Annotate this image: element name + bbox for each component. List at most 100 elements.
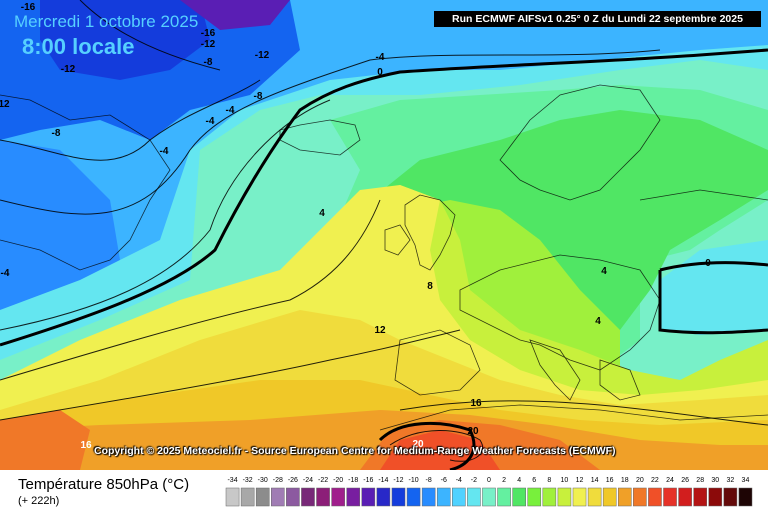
isotherm-label: 16	[80, 440, 92, 451]
legend-swatch	[648, 487, 662, 507]
legend-swatch	[663, 487, 677, 507]
footer: Température 850hPa (°C) (+ 222h) -34 -32-…	[0, 470, 768, 512]
forecast-date: Mercredi 1 octobre 2025	[14, 12, 199, 31]
isotherm-label: -12	[61, 64, 76, 75]
legend-tick-label: -14	[378, 477, 388, 484]
legend-swatch	[316, 487, 330, 507]
legend-swatch	[723, 487, 738, 507]
isotherm-label: -16	[201, 28, 216, 39]
legend-tick-label: 22	[651, 477, 659, 484]
isotherm-label: -4	[1, 268, 10, 279]
isotherm-label: -8	[52, 128, 61, 139]
legend-tick-label: 16	[606, 477, 614, 484]
forecast-time: 8:00 locale	[22, 34, 135, 59]
legend-tick-label: 8	[547, 477, 551, 484]
legend-swatch	[482, 487, 496, 507]
legend-tick-label: -20	[333, 477, 343, 484]
legend-swatch	[240, 487, 255, 507]
coastlines	[0, 84, 768, 431]
isotherm-label: 4	[595, 316, 601, 327]
legend-swatch	[436, 487, 451, 507]
legend-tick-label: -34	[227, 477, 237, 484]
legend-tick-label: -2	[471, 477, 477, 484]
band-very-cold	[40, 0, 210, 80]
legend-tick-label: -16	[363, 477, 373, 484]
legend-tick-label: 0	[487, 477, 491, 484]
isotherm-label: 12	[374, 325, 386, 336]
isotherm-label: -4	[376, 52, 385, 63]
legend-swatch	[617, 487, 632, 507]
legend-swatch	[693, 487, 708, 507]
isotherm-label: 12	[0, 99, 10, 110]
legend-tick-label: -32	[243, 477, 253, 484]
legend-tick-label: -28	[273, 477, 283, 484]
isotherm-label: -4	[160, 146, 169, 157]
legend-swatch	[557, 487, 572, 507]
legend-tick-label: -30	[258, 477, 268, 484]
legend-tick-label: -18	[348, 477, 358, 484]
legend-swatch	[376, 487, 391, 507]
legend-swatch	[421, 487, 436, 507]
legend-tick-label: -24	[303, 477, 313, 484]
isotherm-label: 8	[427, 281, 433, 292]
isotherm-label: 0	[377, 67, 383, 78]
legend-tick-label: 28	[696, 477, 704, 484]
legend-tick-label: 26	[681, 477, 689, 484]
legend-swatch	[225, 487, 240, 507]
legend-tick-label: -22	[318, 477, 328, 484]
legend-tick-label: 18	[621, 477, 629, 484]
legend-swatch	[678, 487, 692, 507]
legend-tick-label: 12	[576, 477, 584, 484]
legend-tick-label: 6	[532, 477, 536, 484]
legend-tick-label: -26	[288, 477, 298, 484]
legend-swatch	[497, 487, 511, 507]
model-run-info: Run ECMWF AIFSv1 0.25° 0 Z du Lundi 22 s…	[434, 11, 761, 27]
legend-swatch	[391, 487, 406, 507]
legend-swatch	[346, 487, 361, 507]
legend-swatch	[572, 487, 587, 507]
legend-swatch	[255, 487, 270, 507]
isotherm-label: -4	[206, 116, 215, 127]
legend-tick-label: 20	[636, 477, 644, 484]
isotherm-label: 0	[705, 258, 711, 269]
isotherm-label: -12	[201, 39, 216, 50]
legend-tick-label: 14	[591, 477, 599, 484]
lead-time: (+ 222h)	[18, 495, 60, 507]
legend-tick-label: 4	[517, 477, 521, 484]
isotherm-label: -8	[204, 57, 213, 68]
legend-swatch	[452, 487, 466, 507]
legend-tick-label: -8	[426, 477, 432, 484]
band-coldest	[180, 0, 290, 30]
copyright-notice: Copyright © 2025 Meteociel.fr - Source E…	[94, 445, 616, 457]
isotherm-label: -12	[255, 50, 270, 61]
legend-tick-label: 24	[666, 477, 674, 484]
legend-swatch	[331, 487, 345, 507]
band-ice	[0, 140, 120, 310]
legend-tick-label: 10	[561, 477, 569, 484]
band-southwest-warm	[0, 410, 90, 470]
isotherm-label: 20	[412, 439, 424, 450]
legend-tick-label: -12	[393, 477, 403, 484]
legend-swatch	[301, 487, 315, 507]
temperature-map: -16-12-16-12-8-12 -40-8-4-412-8-44-484041…	[0, 0, 768, 470]
isotherm-label: 20	[467, 426, 479, 437]
legend-swatch	[708, 487, 723, 507]
legend-swatch	[286, 487, 300, 507]
isotherm-label: 4	[601, 266, 607, 277]
legend-swatch	[361, 487, 376, 507]
legend-swatch	[512, 487, 526, 507]
legend-tick-label: 34	[742, 477, 750, 484]
zero-isotherm	[0, 48, 768, 470]
isotherm-label: 4	[319, 208, 325, 219]
band-east-cyan	[660, 270, 768, 335]
legend-swatch	[738, 487, 753, 507]
legend-swatch	[271, 487, 285, 507]
legend-swatch	[587, 487, 602, 507]
color-legend: -34 -32 -30 -28 -26 -24 -22 -20 -18 -16 -14 -12 -10-…	[225, 477, 753, 507]
legend-tick-label: 32	[726, 477, 734, 484]
legend-swatch	[633, 487, 647, 507]
legend-tick-label: -10	[409, 477, 419, 484]
legend-swatch	[527, 487, 542, 507]
legend-tick-label: -4	[456, 477, 462, 484]
